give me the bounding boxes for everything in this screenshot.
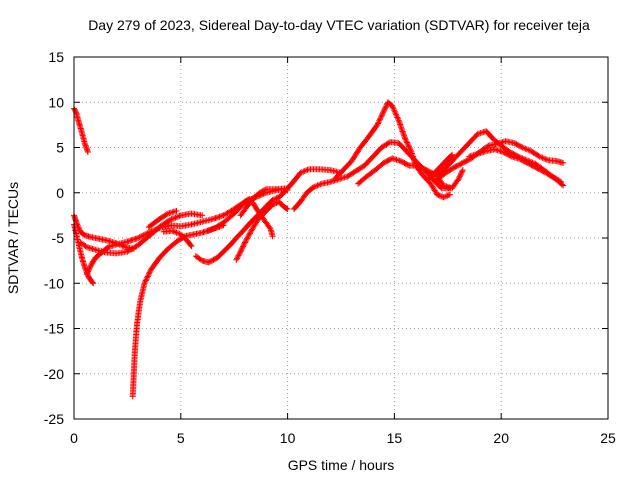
x-tick-label: 10 [280,430,296,446]
y-tick-label: 15 [48,49,64,65]
x-tick-label: 0 [70,430,78,446]
y-tick-label: -20 [44,366,64,382]
series-arc-5 [77,210,206,257]
series-arc-18 [466,146,567,189]
y-tick-label: -5 [52,230,65,246]
data-point-markers [71,221,97,287]
y-tick-label: -25 [44,411,64,427]
series-arc-12 [237,166,344,219]
data-point-markers [237,166,344,219]
data-point-markers [331,99,453,201]
y-tick-label: 10 [48,94,64,110]
series-arc-7 [145,207,180,231]
series-arc-14 [331,99,453,201]
series-arc-17 [425,151,466,192]
series-arc-9 [192,187,289,266]
data-point-markers [192,187,289,266]
ticks: 0 5 10 15 20 25 -25 -20 -15 -10 -5 0 5 10 15 [44,49,616,446]
series-arc-4 [83,187,291,278]
x-axis-label: GPS time / hours [288,457,395,473]
data-point-markers [83,187,291,278]
y-tick-label: 0 [56,185,64,201]
y-tick-label: 5 [56,140,64,156]
data-point-markers [129,222,227,400]
y-axis-label: SDTVAR / TECUs [5,182,21,294]
series-arc-11 [205,196,276,240]
series-arc-6 [129,222,227,400]
y-tick-label: -10 [44,275,64,291]
chart-title: Day 279 of 2023, Sidereal Day-to-day VTE… [88,17,590,33]
y-tick-label: -15 [44,321,64,337]
data-points [71,99,567,400]
data-point-markers [466,146,567,189]
series-arc-8 [160,227,195,250]
data-point-markers [205,196,276,240]
x-tick-label: 15 [387,430,403,446]
x-tick-label: 5 [177,430,185,446]
data-point-markers [160,227,195,250]
data-point-markers [425,151,466,192]
series-arc-3 [71,221,97,287]
data-point-markers [77,210,206,257]
data-point-markers [145,207,180,231]
plot-frame [73,56,609,420]
x-tick-label: 20 [493,430,509,446]
x-tick-label: 25 [600,430,616,446]
grid [74,57,608,419]
